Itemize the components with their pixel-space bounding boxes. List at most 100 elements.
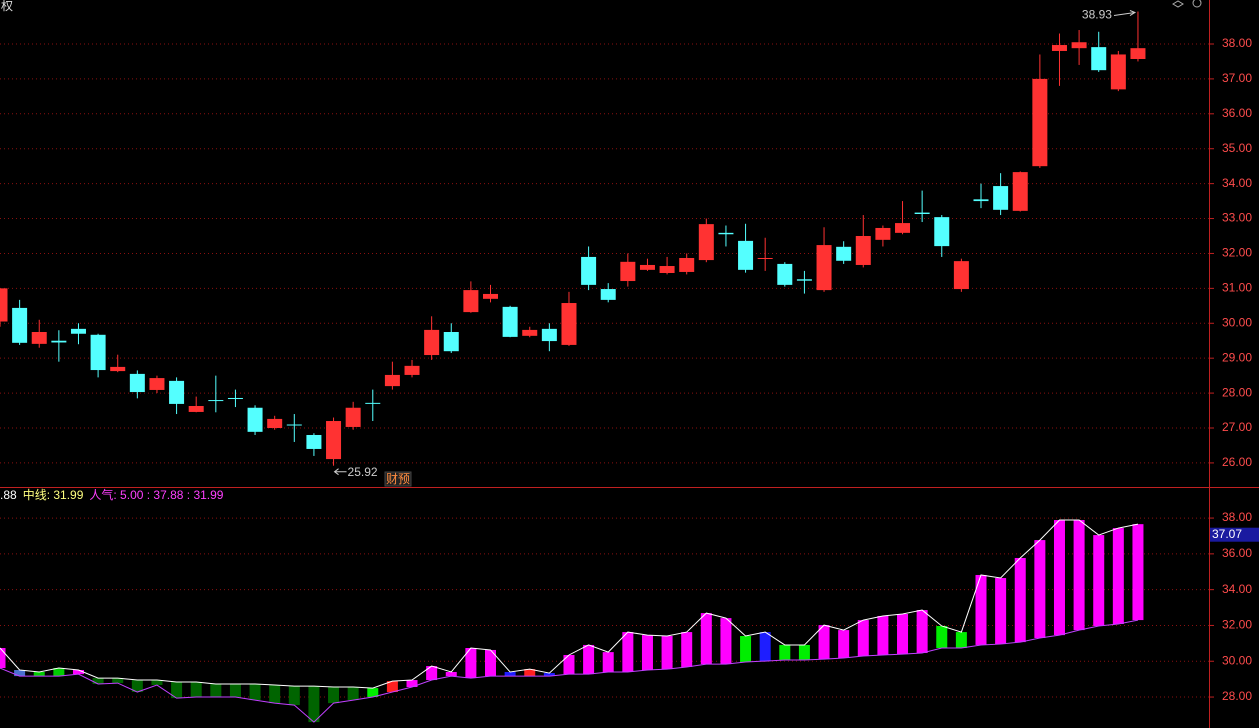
range-bar [916,610,928,654]
range-bar [33,671,45,677]
min-arrow [333,468,347,476]
candle-body [31,331,47,344]
candle-body [306,434,322,449]
candle-body [718,232,734,235]
candle-body [1110,54,1126,90]
range-bar [720,618,732,665]
range-bar [759,632,771,662]
candle-body [345,407,361,427]
y-tick-label: 30.00 [1222,653,1252,667]
range-bar [995,578,1007,645]
candle-body [188,406,204,412]
range-bar [288,686,300,706]
candle-body [483,293,498,299]
range-bar [485,649,496,677]
candle-body [404,365,420,375]
y-tick-label: 28.00 [1222,689,1252,703]
window-icons[interactable] [1172,0,1202,8]
candle-body [639,264,655,270]
range-bar [131,680,143,693]
icon[interactable] [1192,0,1202,8]
candle-body [1091,47,1107,71]
range-bar [151,680,163,686]
candle-body [227,397,243,400]
candle-body [816,245,832,291]
candle-body [895,223,911,233]
range-bar [190,682,202,698]
range-bar [465,648,477,679]
candle-body [973,199,989,202]
candle-body [1032,78,1048,167]
candle-body [1071,42,1087,49]
range-bar [798,644,810,660]
range-bar [386,681,398,693]
icon[interactable] [1172,0,1184,8]
event-box [384,471,412,487]
candle-body [993,186,1009,210]
candle-body [149,378,165,390]
range-bar [818,625,830,660]
range-bar [328,687,340,704]
range-bar [171,682,183,699]
range-bar [53,668,65,677]
candle-body [855,235,871,265]
upper-line [0,519,1139,689]
candle-body [581,256,597,285]
candle-body [90,334,106,371]
candle-body [424,329,440,356]
y-tick-label: 38.00 [1222,36,1252,50]
range-bar [426,666,438,681]
range-bar [681,632,693,667]
y-tick-label: 31.00 [1222,281,1252,295]
y-tick-label: 36.00 [1222,546,1252,560]
range-bar [504,671,516,677]
range-bar [877,615,889,655]
y-tick-label: 28.00 [1222,385,1252,399]
y-tick-label: 34.00 [1222,176,1252,190]
event-label: 财预 [386,472,410,486]
candle-body [208,400,224,402]
max-arrow [1113,10,1137,17]
range-bar [249,683,261,701]
range-bar [700,613,712,665]
candle-body [12,307,28,343]
range-bar [955,632,967,648]
lower-line [0,619,1139,723]
range-bar [975,574,987,645]
range-bar [602,652,614,672]
candle-body [1012,172,1028,211]
range-bar [779,644,791,660]
range-bar [1132,524,1144,621]
candle-body [267,418,283,429]
candle-body [777,263,793,285]
y-tick-label: 32.00 [1222,246,1252,260]
candle-body [561,303,577,345]
legend: .88 中线: 31.99 人气: 5.00 : 37.88 : 31.99 [0,487,224,502]
range-bar [661,636,673,670]
range-bar [445,671,457,677]
candle-body [129,373,145,393]
candle-body [757,257,773,259]
range-bar [1014,557,1026,643]
y-tick-label: 34.00 [1222,582,1252,596]
y-tick-label: 33.00 [1222,211,1252,225]
candle-body [247,407,263,432]
y-tick-label: 32.00 [1222,618,1252,632]
candle-body [541,328,557,342]
range-bar [897,613,909,655]
range-bar [936,625,948,648]
range-bar [838,630,850,659]
min-label: 25.92 [348,465,378,479]
candle-body [502,306,518,337]
candle-body [384,374,400,387]
candle-body [738,240,754,270]
range-bar [857,620,869,657]
range-bar [622,632,634,672]
legend-item: 中线: 31.99 [23,487,84,502]
candle-body [365,402,381,404]
range-bar [347,687,359,701]
candle-body [914,212,930,215]
